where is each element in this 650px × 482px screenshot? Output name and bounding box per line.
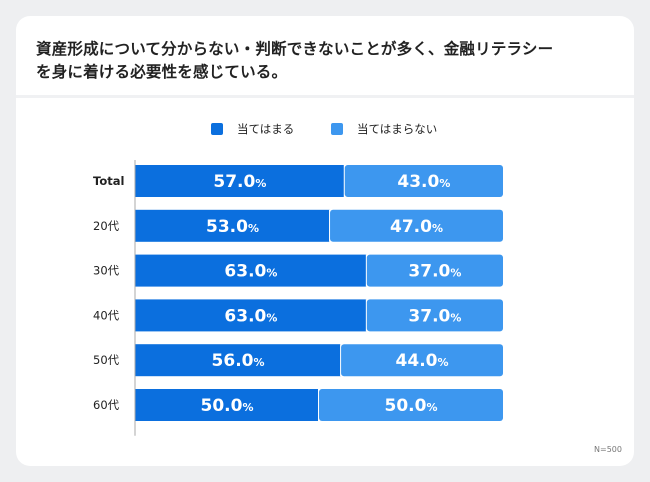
bar-agree: [135, 299, 367, 332]
data-label: 50.0%: [385, 396, 438, 416]
bar-agree: [135, 389, 319, 421]
data-label: 47.0%: [390, 217, 443, 237]
legend-swatch-disagree: [331, 123, 343, 135]
bar-agree: [135, 344, 342, 377]
data-label: 57.0%: [213, 172, 266, 192]
sample-size-note: N=500: [594, 445, 622, 454]
bar-agree: [135, 254, 367, 287]
legend-swatch-agree: [211, 123, 223, 135]
category-label: Total: [93, 174, 124, 188]
category-label: 30代: [93, 264, 120, 278]
bar-disagree: [344, 165, 503, 197]
legend-label-agree: 当てはまる: [237, 122, 295, 136]
data-label: 63.0%: [224, 306, 277, 326]
bar-agree: [135, 209, 331, 242]
data-label: 44.0%: [396, 351, 449, 371]
category-label: 60代: [93, 398, 120, 412]
category-label: 40代: [93, 308, 120, 322]
bar-disagree: [366, 299, 503, 332]
legend-item-agree: 当てはまる: [211, 121, 294, 137]
bar-disagree: [366, 254, 503, 287]
legend-label-disagree: 当てはまらない: [357, 122, 438, 136]
data-label: 53.0%: [206, 217, 259, 237]
category-label: 50代: [93, 353, 120, 367]
title-divider: [16, 95, 634, 98]
bar-disagree: [341, 344, 503, 377]
data-label: 63.0%: [224, 262, 277, 282]
chart-title: 資産形成について分からない・判断できないことが多く、金融リテラシー を身に着ける…: [36, 40, 554, 81]
legend-item-disagree: 当てはまらない: [331, 121, 437, 137]
data-label: 37.0%: [408, 262, 461, 282]
data-label: 37.0%: [408, 306, 461, 326]
data-label: 50.0%: [201, 396, 254, 416]
bar-agree: [135, 165, 345, 197]
category-label: 20代: [93, 219, 120, 233]
data-label: 56.0%: [212, 351, 265, 371]
bar-disagree: [330, 209, 503, 242]
bar-disagree: [319, 389, 503, 421]
data-label: 43.0%: [397, 172, 450, 192]
